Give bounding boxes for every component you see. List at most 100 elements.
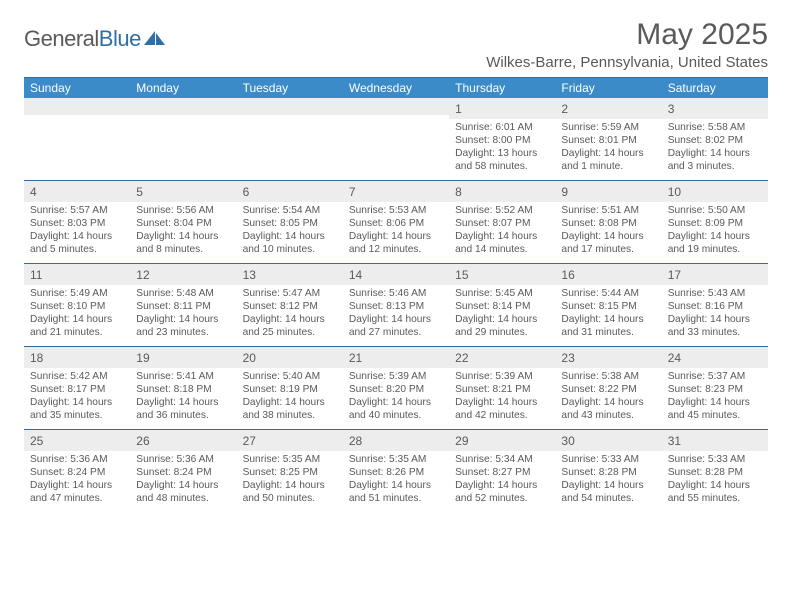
calendar-week: 1Sunrise: 6:01 AMSunset: 8:00 PMDaylight… (24, 98, 768, 180)
calendar-page: GeneralBlue May 2025 Wilkes-Barre, Penns… (0, 0, 792, 512)
calendar-cell: 15Sunrise: 5:45 AMSunset: 8:14 PMDayligh… (449, 264, 555, 346)
cell-details: Sunrise: 5:43 AMSunset: 8:16 PMDaylight:… (662, 285, 768, 343)
day-number: 23 (561, 351, 574, 365)
weekday-header: SundayMondayTuesdayWednesdayThursdayFrid… (24, 78, 768, 98)
day-number: 4 (30, 185, 37, 199)
cell-details: Sunrise: 5:56 AMSunset: 8:04 PMDaylight:… (130, 202, 236, 260)
day-number: 17 (668, 268, 681, 282)
cell-details: Sunrise: 5:45 AMSunset: 8:14 PMDaylight:… (449, 285, 555, 343)
day-number-row (237, 98, 343, 115)
cell-details: Sunrise: 5:38 AMSunset: 8:22 PMDaylight:… (555, 368, 661, 426)
weekday-label: Saturday (662, 78, 768, 98)
calendar-cell: 14Sunrise: 5:46 AMSunset: 8:13 PMDayligh… (343, 264, 449, 346)
logo-text-b: Blue (99, 26, 141, 51)
calendar-cell: 10 Sunrise: 5:50 AMSunset: 8:09 PMDayligh… (662, 181, 768, 263)
calendar-cell: 6Sunrise: 5:54 AMSunset: 8:05 PMDaylight… (237, 181, 343, 263)
day-number-row (24, 98, 130, 115)
calendar-cell: 24Sunrise: 5:37 AMSunset: 8:23 PMDayligh… (662, 347, 768, 429)
day-number-row: 11 (24, 264, 130, 285)
logo: GeneralBlue (24, 26, 166, 52)
day-number: 22 (455, 351, 468, 365)
day-number-row: 2 (555, 98, 661, 119)
logo-text-a: General (24, 26, 99, 51)
day-number-row: 17 (662, 264, 768, 285)
day-number: 26 (136, 434, 149, 448)
calendar-cell: 3Sunrise: 5:58 AMSunset: 8:02 PMDaylight… (662, 98, 768, 180)
day-number: 30 (561, 434, 574, 448)
day-number-row: 30 (555, 430, 661, 451)
cell-details: Sunrise: 5:59 AMSunset: 8:01 PMDaylight:… (555, 119, 661, 177)
calendar-week: 25 Sunrise: 5:36 AMSunset: 8:24 PMDayligh… (24, 429, 768, 512)
day-number-row: 13 (237, 264, 343, 285)
calendar-cell: 18 Sunrise: 5:42 AMSunset: 8:17 PMDayligh… (24, 347, 130, 429)
weekday-label: Wednesday (343, 78, 449, 98)
day-number-row: 5 (130, 181, 236, 202)
day-number-row: 21 (343, 347, 449, 368)
calendar-cell: 28 Sunrise: 5:35 AMSunset: 8:26 PMDayligh… (343, 430, 449, 512)
cell-details: Sunrise: 5:42 AMSunset: 8:17 PMDaylight:… (24, 368, 130, 426)
day-number-row: 23 (555, 347, 661, 368)
cell-details: Sunrise: 5:57 AMSunset: 8:03 PMDaylight:… (24, 202, 130, 260)
day-number: 28 (349, 434, 362, 448)
logo-sail-icon (144, 31, 166, 47)
month-title: May 2025 (636, 18, 768, 52)
day-number: 29 (455, 434, 468, 448)
day-number-row: 25 (24, 430, 130, 451)
cell-details: Sunrise: 5:35 AMSunset: 8:26 PMDaylight:… (343, 451, 449, 509)
day-number-row: 3 (662, 98, 768, 119)
calendar-cell: 21Sunrise: 5:39 AMSunset: 8:20 PMDayligh… (343, 347, 449, 429)
day-number: 10 (668, 185, 681, 199)
weekday-label: Sunday (24, 78, 130, 98)
calendar-week: 11Sunrise: 5:49 AMSunset: 8:10 PMDayligh… (24, 263, 768, 346)
calendar-cell (130, 98, 236, 180)
calendar-cell: 16 Sunrise: 5:44 AMSunset: 8:15 PMDayligh… (555, 264, 661, 346)
cell-details: Sunrise: 5:33 AMSunset: 8:28 PMDaylight:… (555, 451, 661, 509)
calendar-cell: 23 Sunrise: 5:38 AMSunset: 8:22 PMDayligh… (555, 347, 661, 429)
day-number: 31 (668, 434, 681, 448)
day-number-row: 26 (130, 430, 236, 451)
calendar-cell: 27Sunrise: 5:35 AMSunset: 8:25 PMDayligh… (237, 430, 343, 512)
weeks-container: 1Sunrise: 6:01 AMSunset: 8:00 PMDaylight… (24, 98, 768, 512)
day-number: 20 (243, 351, 256, 365)
day-number: 24 (668, 351, 681, 365)
day-number-row: 8 (449, 181, 555, 202)
day-number: 18 (30, 351, 43, 365)
calendar-week: 18 Sunrise: 5:42 AMSunset: 8:17 PMDayligh… (24, 346, 768, 429)
day-number-row: 10 (662, 181, 768, 202)
calendar-cell: 11Sunrise: 5:49 AMSunset: 8:10 PMDayligh… (24, 264, 130, 346)
day-number-row: 22 (449, 347, 555, 368)
cell-details: Sunrise: 5:41 AMSunset: 8:18 PMDaylight:… (130, 368, 236, 426)
day-number-row: 7 (343, 181, 449, 202)
calendar-cell (24, 98, 130, 180)
calendar-cell: 30 Sunrise: 5:33 AMSunset: 8:28 PMDayligh… (555, 430, 661, 512)
day-number-row: 31 (662, 430, 768, 451)
day-number: 12 (136, 268, 149, 282)
calendar-cell: 26 Sunrise: 5:36 AMSunset: 8:24 PMDayligh… (130, 430, 236, 512)
cell-details: Sunrise: 5:40 AMSunset: 8:19 PMDaylight:… (237, 368, 343, 426)
cell-details: Sunrise: 5:44 AMSunset: 8:15 PMDaylight:… (555, 285, 661, 343)
calendar-cell: 9Sunrise: 5:51 AMSunset: 8:08 PMDaylight… (555, 181, 661, 263)
day-number: 13 (243, 268, 256, 282)
day-number: 16 (561, 268, 574, 282)
calendar-grid: SundayMondayTuesdayWednesdayThursdayFrid… (24, 77, 768, 512)
calendar-cell (343, 98, 449, 180)
calendar-cell: 25Sunrise: 5:36 AMSunset: 8:24 PMDayligh… (24, 430, 130, 512)
cell-details: Sunrise: 5:52 AMSunset: 8:07 PMDaylight:… (449, 202, 555, 260)
cell-details: Sunrise: 5:54 AMSunset: 8:05 PMDaylight:… (237, 202, 343, 260)
day-number-row: 6 (237, 181, 343, 202)
day-number: 25 (30, 434, 43, 448)
day-number-row: 19 (130, 347, 236, 368)
calendar-week: 4 Sunrise: 5:57 AMSunset: 8:03 PMDaylight… (24, 180, 768, 263)
weekday-label: Monday (130, 78, 236, 98)
weekday-label: Friday (555, 78, 661, 98)
calendar-cell: 7Sunrise: 5:53 AMSunset: 8:06 PMDaylight… (343, 181, 449, 263)
day-number-row: 1 (449, 98, 555, 119)
location-text: Wilkes-Barre, Pennsylvania, United State… (24, 54, 768, 71)
cell-details: Sunrise: 5:36 AMSunset: 8:24 PMDaylight:… (130, 451, 236, 509)
day-number-row: 16 (555, 264, 661, 285)
day-number-row: 20 (237, 347, 343, 368)
calendar-cell: 8Sunrise: 5:52 AMSunset: 8:07 PMDaylight… (449, 181, 555, 263)
day-number-row: 4 (24, 181, 130, 202)
weekday-label: Thursday (449, 78, 555, 98)
cell-details: Sunrise: 5:50 AMSunset: 8:09 PMDaylight:… (662, 202, 768, 260)
